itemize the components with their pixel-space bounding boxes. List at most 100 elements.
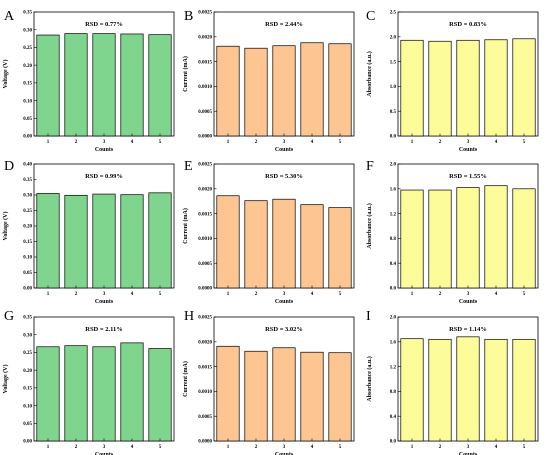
bar-3	[92, 33, 116, 137]
chart-panel-g: G 0.00 0.05 0.10 0.15 0.20 0.25 0.30 0.35 1 2 3 4 5 RS…	[2, 309, 175, 455]
x-tick-label: 5	[339, 292, 342, 297]
y-tick-label: 0.0025	[198, 11, 212, 16]
panel-letter: A	[4, 9, 15, 24]
chart-panel-f: F 0.0 0.4 0.8 1.2 1.6 2.0 1 2 3 4 5 RSD = 1.55% Count…	[366, 159, 539, 305]
x-tick-label: 2	[75, 140, 78, 145]
bar-5	[512, 338, 536, 442]
bar-2	[428, 189, 452, 289]
bar-4	[484, 338, 508, 442]
bar-4	[484, 185, 508, 289]
x-tick-label: 5	[523, 445, 526, 450]
bar-2	[64, 345, 88, 442]
x-tick-label: 3	[283, 445, 286, 450]
x-tick-label: 1	[411, 445, 414, 450]
y-tick-label: 0.0020	[198, 188, 212, 193]
x-axis-title: Counts	[95, 299, 114, 305]
x-tick-label: 3	[467, 140, 470, 145]
bar-2	[244, 350, 268, 442]
x-tick-label: 5	[523, 292, 526, 297]
x-tick-label: 3	[467, 445, 470, 450]
rsd-annotation: RSD = 2.44%	[265, 21, 303, 28]
y-tick-label: 0.25	[23, 351, 32, 356]
x-tick-label: 2	[439, 292, 442, 297]
y-tick-label: 0.0000	[198, 440, 212, 445]
bar-1	[36, 193, 60, 289]
y-tick-label: 2.0	[390, 163, 397, 168]
bar-1	[216, 195, 240, 289]
y-tick-label: 0.0005	[198, 262, 212, 267]
y-axis-title: Voltage (V)	[2, 60, 9, 89]
bar-4	[120, 342, 144, 442]
x-tick-label: 2	[255, 292, 258, 297]
bar-4	[300, 204, 324, 289]
y-tick-label: 0.0025	[198, 316, 212, 321]
bar-5	[148, 192, 172, 289]
y-tick-label: 0.0005	[198, 415, 212, 420]
bar-3	[272, 45, 296, 137]
y-tick-label: 0.0020	[198, 36, 212, 41]
y-axis-title: Absorbance (a.u.)	[366, 203, 373, 249]
x-tick-label: 4	[131, 292, 134, 297]
panel-letter: D	[4, 159, 14, 174]
y-tick-label: 0.35	[23, 316, 32, 321]
x-tick-label: 4	[311, 292, 314, 297]
x-tick-label: 5	[339, 445, 342, 450]
x-tick-label: 4	[131, 140, 134, 145]
y-tick-label: 0.0015	[198, 60, 212, 65]
y-tick-label: 2.5	[390, 11, 397, 16]
y-tick-label: 0.20	[23, 64, 32, 69]
y-tick-label: 0.00	[23, 440, 32, 445]
y-tick-label: 0.0010	[198, 237, 212, 242]
y-tick-label: 0.00	[23, 135, 32, 140]
x-tick-label: 5	[159, 292, 162, 297]
bar-5	[328, 207, 352, 289]
bar-2	[244, 47, 268, 137]
y-tick-label: 0.10	[23, 404, 32, 409]
y-tick-label: 0.0015	[198, 365, 212, 370]
x-tick-label: 2	[75, 445, 78, 450]
y-tick-label: 0.05	[23, 422, 32, 427]
x-tick-label: 5	[523, 140, 526, 145]
y-tick-label: 0.4	[390, 415, 397, 420]
bar-5	[512, 38, 536, 137]
y-axis-title: Current (mA)	[182, 208, 189, 244]
x-tick-label: 1	[227, 140, 230, 145]
y-tick-label: 0.0025	[198, 163, 212, 168]
y-tick-label: 0.30	[23, 28, 32, 33]
bar-3	[272, 347, 296, 442]
bar-4	[484, 39, 508, 137]
y-tick-label: 0.30	[23, 194, 32, 199]
rsd-annotation: RSD = 1.14%	[449, 326, 487, 333]
x-tick-label: 3	[103, 140, 106, 145]
x-tick-label: 1	[47, 292, 50, 297]
y-tick-label: 0.10	[23, 256, 32, 261]
y-tick-label: 1.6	[390, 341, 397, 346]
chart-panel-i: I 0.0 0.4 0.8 1.2 1.6 2.0 1 2 3 4 5 RSD = 1.14% Count…	[366, 309, 539, 455]
rsd-annotation: RSD = 0.77%	[85, 21, 123, 28]
y-tick-label: 0.20	[23, 225, 32, 230]
y-tick-label: 0.4	[390, 262, 397, 267]
x-axis-title: Counts	[275, 299, 294, 305]
x-tick-label: 2	[75, 292, 78, 297]
y-tick-label: 1.2	[390, 212, 397, 217]
rsd-annotation: RSD = 3.02%	[265, 326, 303, 333]
y-tick-label: 0.15	[23, 82, 32, 87]
x-tick-label: 1	[411, 140, 414, 145]
chart-panel-b: B 0.0000 0.0005 0.0010 0.0015 0.0020 0.0025 1 2 3…	[182, 9, 355, 153]
bar-1	[400, 39, 424, 137]
panel-letter: I	[366, 309, 371, 324]
y-tick-label: 0.25	[23, 46, 32, 51]
y-axis-title: Current (mA)	[182, 361, 189, 397]
x-axis-title: Counts	[95, 452, 114, 455]
x-axis-title: Counts	[95, 147, 114, 153]
bar-5	[512, 188, 536, 289]
x-tick-label: 3	[103, 292, 106, 297]
chart-panel-d: D 0.00 0.05 0.10 0.15 0.20 0.25 0.30 0.35 0.40 1 2 3…	[2, 159, 175, 305]
bar-2	[64, 33, 88, 137]
y-tick-label: 1.5	[390, 60, 397, 65]
bar-3	[456, 187, 480, 289]
x-axis-title: Counts	[275, 452, 294, 455]
bar-5	[328, 43, 352, 137]
y-tick-label: 1.6	[390, 188, 397, 193]
